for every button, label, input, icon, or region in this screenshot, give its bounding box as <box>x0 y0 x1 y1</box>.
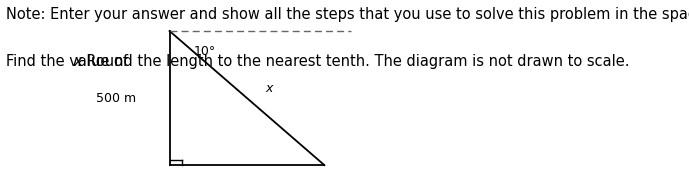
Text: x: x <box>73 54 82 69</box>
Text: Find the value of: Find the value of <box>6 54 132 69</box>
Text: Note: Enter your answer and show all the steps that you use to solve this proble: Note: Enter your answer and show all the… <box>6 7 689 22</box>
Text: 500 m: 500 m <box>96 92 136 105</box>
Text: . Round the length to the nearest tenth. The diagram is not drawn to scale.: . Round the length to the nearest tenth.… <box>77 54 630 69</box>
Text: 10°: 10° <box>194 45 216 58</box>
Text: x: x <box>265 82 273 95</box>
